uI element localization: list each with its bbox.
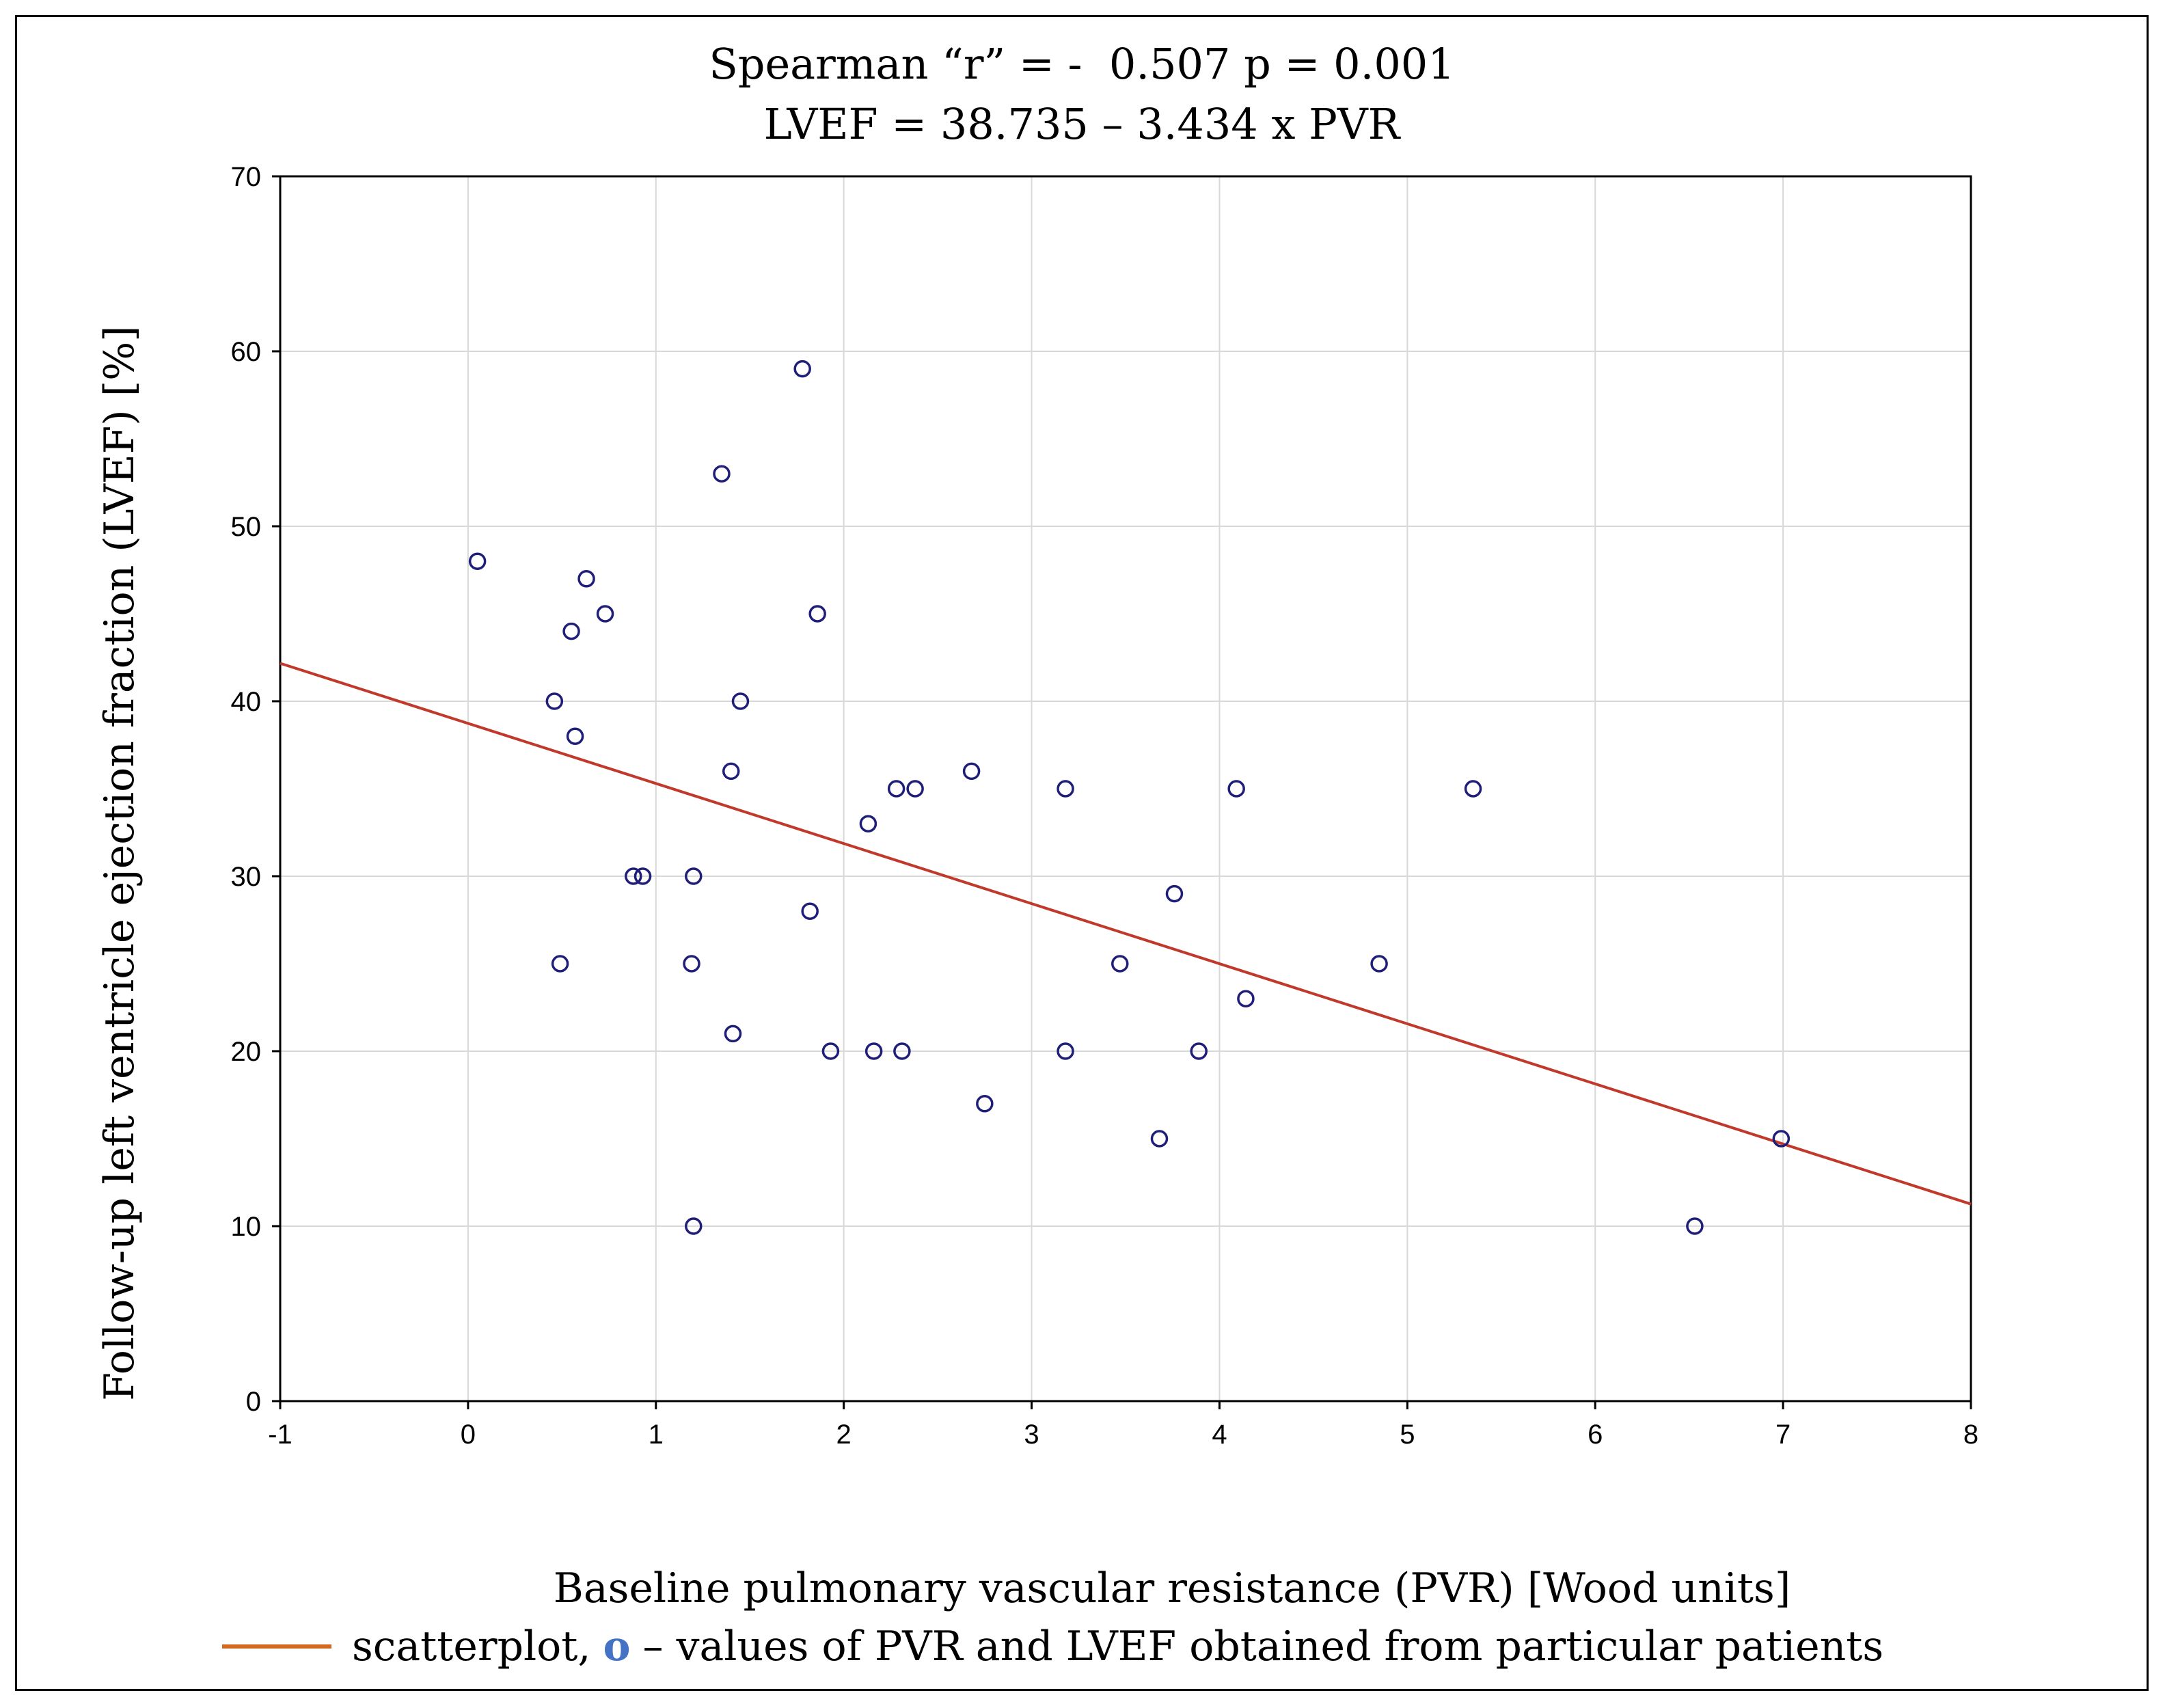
data-point [596,605,614,623]
data-point [1237,990,1255,1007]
x-tick-label: 0 [461,1420,476,1450]
regression-line [280,662,1972,1206]
data-point [566,727,584,745]
data-point [545,692,564,710]
x-tick-label: 8 [1963,1420,1978,1450]
x-tick-label: 2 [836,1420,852,1450]
y-tick-label: 40 [231,687,262,717]
x-tick-label: -1 [268,1420,292,1450]
data-point [808,605,826,623]
data-point [1772,1130,1790,1148]
data-point [562,622,580,640]
x-tick-label: 7 [1775,1420,1790,1450]
data-point [1686,1217,1704,1235]
data-point [887,780,906,798]
legend: scatterplot, o – values of PVR and LVEF … [222,1619,1883,1674]
data-point [1111,955,1129,973]
data-point [722,762,740,781]
data-point [1057,780,1074,798]
y-tick-label: 0 [246,1387,261,1417]
y-tick-label: 20 [231,1037,262,1067]
data-point [801,902,819,920]
data-point [1057,1042,1074,1060]
plot-area-frame [279,175,1972,1402]
legend-marker-symbol: o [603,1623,631,1670]
y-tick-label: 70 [231,162,262,192]
data-point [793,360,811,378]
x-tick-label: 1 [649,1420,664,1450]
figure-frame: Spearman “r” = - 0.507 p = 0.001 LVEF = … [15,15,2149,1691]
y-tick-label: 10 [231,1212,262,1242]
chart-subtitle: LVEF = 38.735 – 3.434 x PVR [763,99,1400,149]
data-point [864,1042,883,1060]
data-point [713,465,731,483]
data-point [625,867,642,885]
y-tick-label: 50 [231,512,262,542]
data-point [1464,780,1482,798]
legend-marker-text: – values of PVR and LVEF obtained from p… [642,1623,1884,1670]
y-tick-label: 60 [231,337,262,367]
legend-line-swatch [222,1644,331,1649]
x-tick-label: 4 [1212,1420,1227,1450]
data-point [551,955,569,973]
data-point [906,780,924,798]
data-point [962,762,981,781]
x-tick-label: 3 [1024,1420,1039,1450]
data-point [685,867,703,885]
data-point [577,570,595,588]
data-point [1227,780,1245,798]
data-point [724,1025,742,1043]
x-tick-label: 5 [1400,1420,1415,1450]
data-point [1190,1042,1208,1060]
data-point [685,1217,703,1235]
legend-line-text: scatterplot, [352,1623,591,1670]
data-point [634,867,652,885]
data-point [821,1042,840,1060]
x-axis-label: Baseline pulmonary vascular resistance (… [553,1564,1791,1612]
data-point [731,692,750,710]
x-tick-label: 6 [1588,1420,1603,1450]
data-point [976,1095,994,1113]
y-tick-label: 30 [231,862,262,892]
data-point [1165,884,1184,903]
chart-title: Spearman “r” = - 0.507 p = 0.001 [709,39,1455,89]
data-point [683,955,700,973]
data-point [893,1042,911,1060]
data-point [468,552,487,570]
data-point [859,815,877,832]
data-point [1150,1130,1169,1148]
data-point [1370,955,1388,973]
